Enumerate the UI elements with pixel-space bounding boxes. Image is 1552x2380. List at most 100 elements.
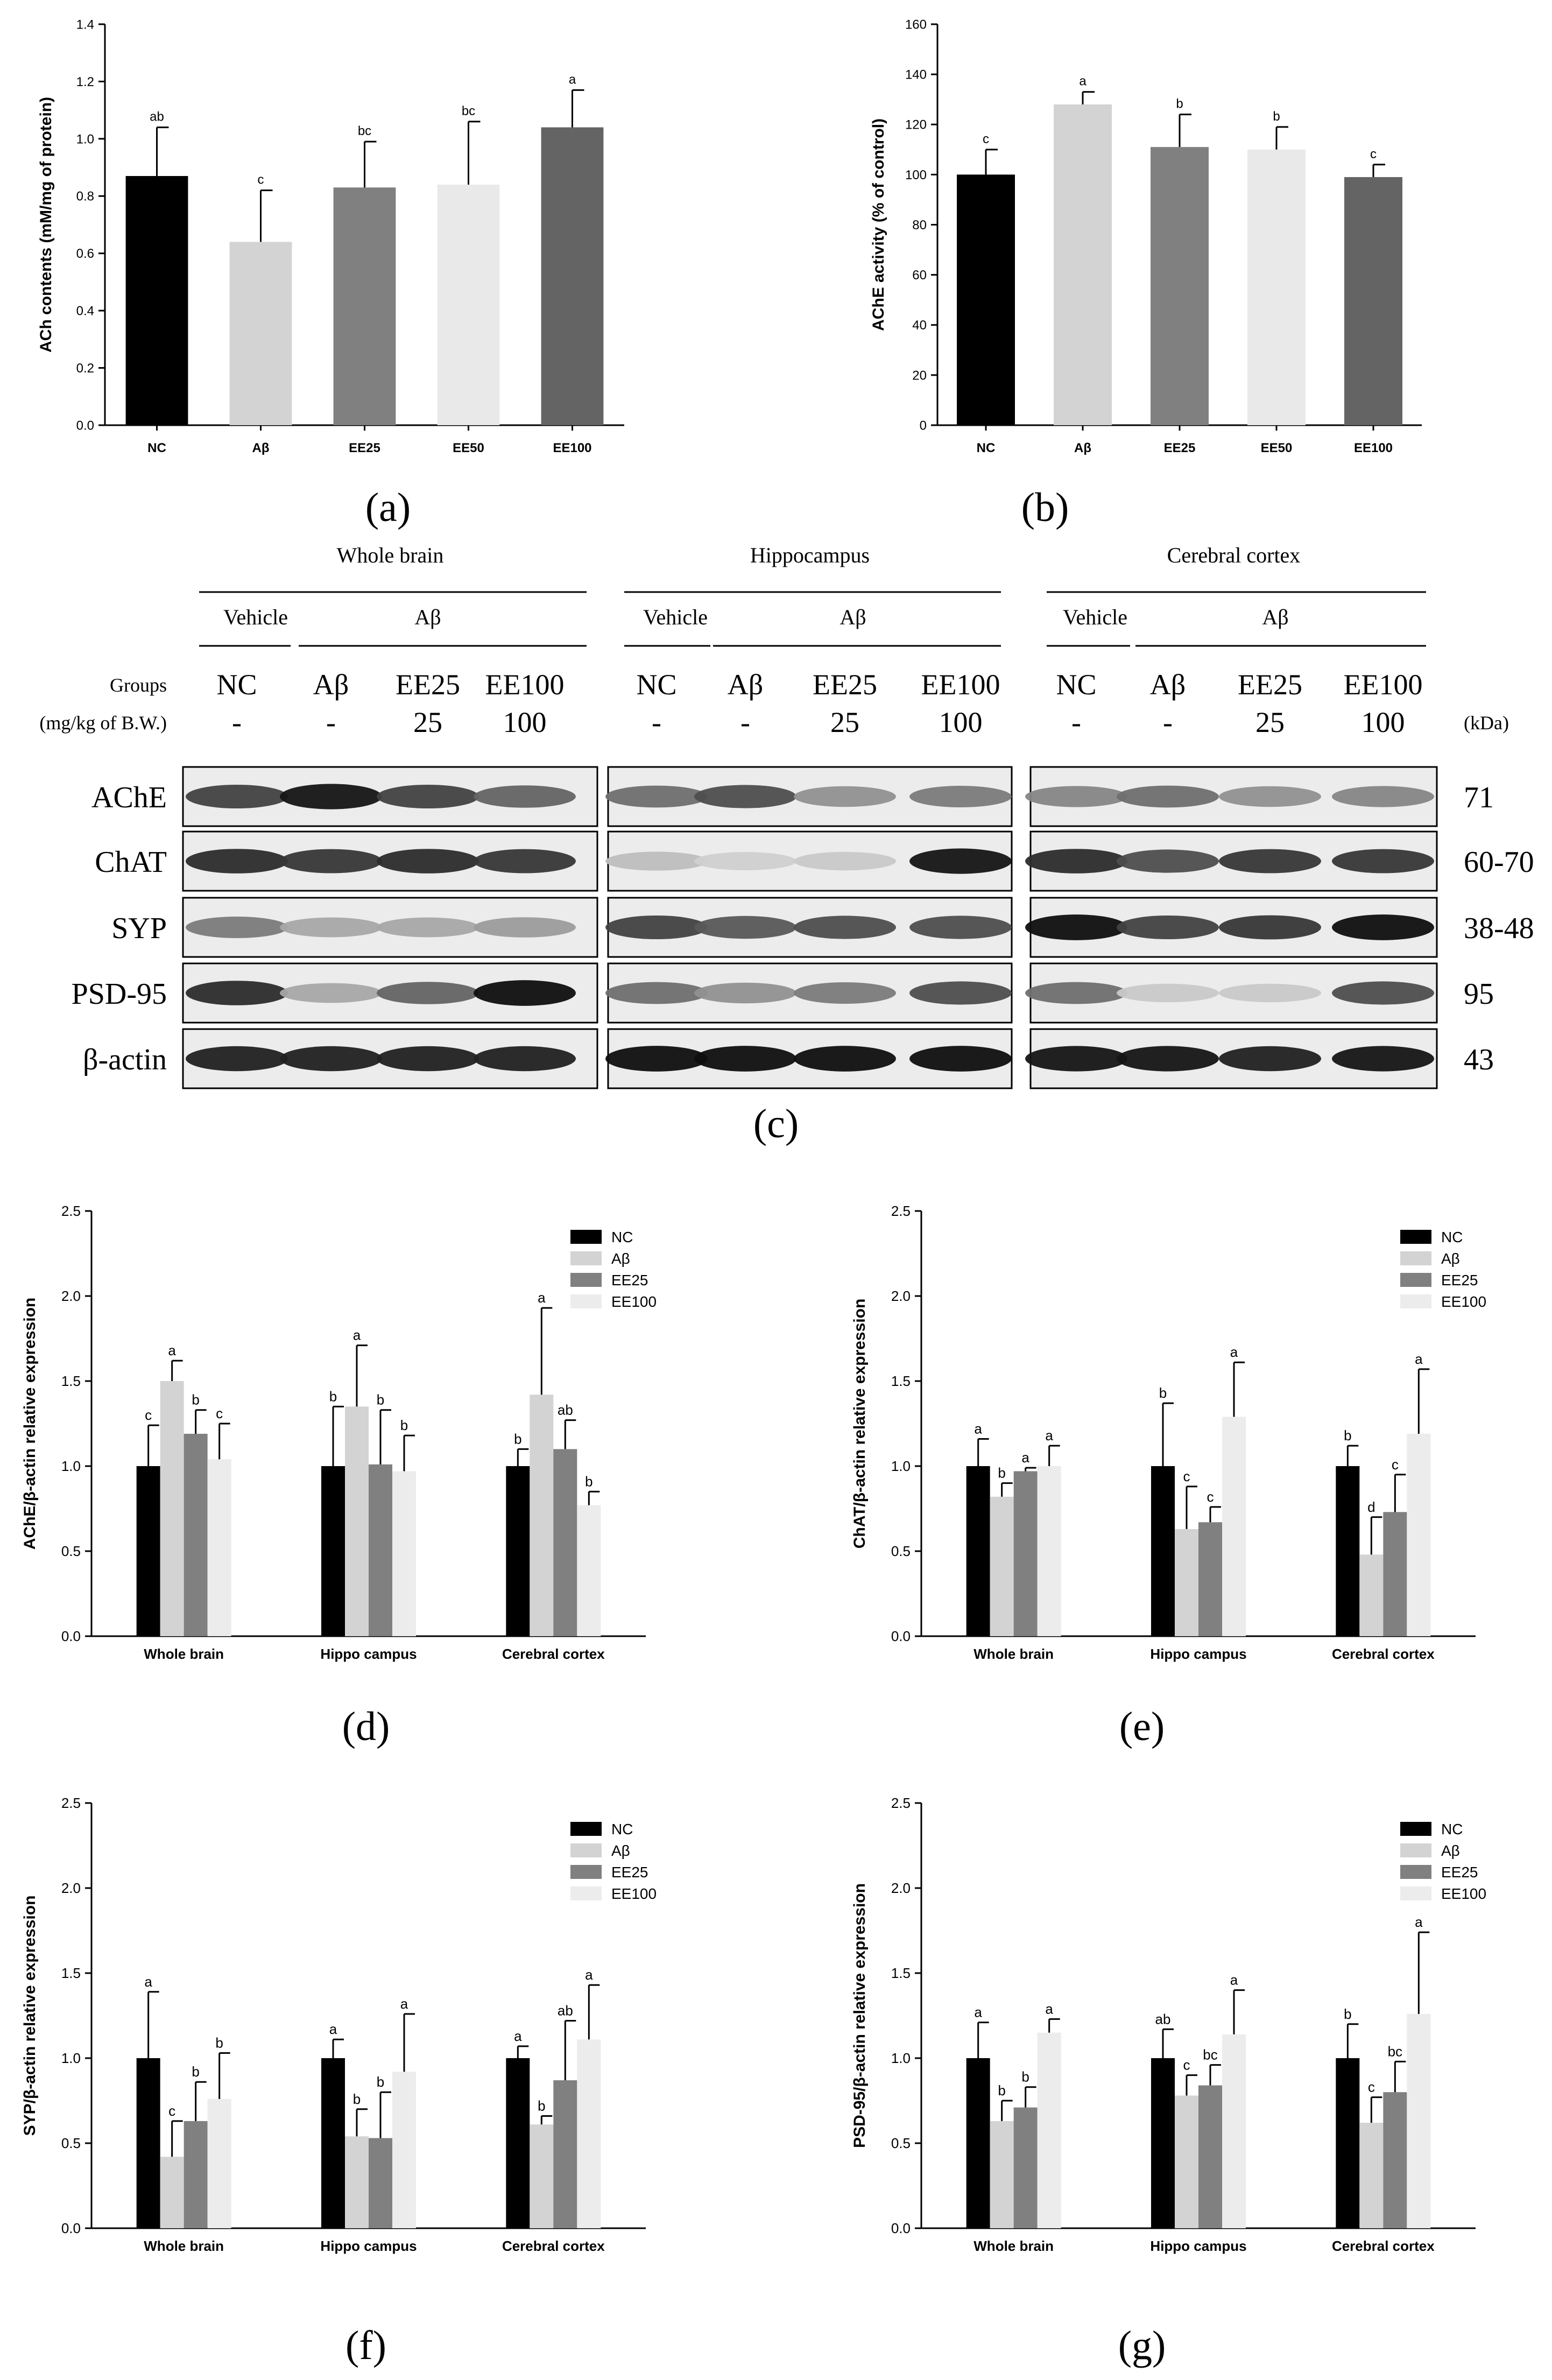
- y-tick-label: 20: [912, 368, 927, 383]
- significance-letter: c: [168, 2103, 175, 2119]
- x-tick-label: Whole brain: [973, 1646, 1054, 1662]
- blot-band-SYP: [280, 917, 382, 938]
- kda-value: 38-48: [1464, 912, 1534, 945]
- bar-NC-Cerebral cortex: [1336, 1466, 1360, 1636]
- significance-letter: c: [258, 173, 264, 187]
- y-axis-label: ChAT/β-actin relative expression: [851, 1299, 869, 1549]
- y-tick-label: 1.0: [891, 2050, 911, 2066]
- bar-EE25-Whole brain: [1013, 1471, 1038, 1636]
- protein-label: β-actin: [83, 1043, 167, 1076]
- chart-f-panel: 0.0 0.5 1.0 1.5 2.0 2.5 SYP/β-actin relative e…: [0, 1782, 776, 2379]
- blot-band-AChE: [186, 785, 288, 808]
- kda-value: 43: [1464, 1043, 1494, 1076]
- y-tick-label: 1.4: [76, 17, 94, 32]
- y-tick-label: 1.0: [76, 132, 94, 146]
- significance-letter: b: [1273, 109, 1280, 124]
- bar-Aβ-Hippo campus: [1175, 2095, 1198, 2228]
- bar-EE100-Whole brain: [207, 1459, 231, 1636]
- x-tick-label: Hippo campus: [1150, 2238, 1246, 2254]
- blot-band-β-actin: [794, 1046, 896, 1072]
- bar-EE100-Cerebral cortex: [577, 2039, 601, 2228]
- significance-letter: c: [145, 1407, 152, 1423]
- y-tick-label: 2.0: [61, 1880, 81, 1896]
- blot-band-SYP: [474, 917, 576, 938]
- y-tick-label: 100: [905, 168, 927, 182]
- blot-band-AChE: [794, 786, 896, 807]
- blot-band-β-actin: [186, 1046, 288, 1072]
- x-tick-label: EE25: [349, 441, 380, 455]
- legend-label: EE25: [611, 1864, 648, 1881]
- significance-letter: c: [1370, 147, 1377, 161]
- blot-band-β-actin: [605, 1046, 708, 1072]
- bar-EE50: [437, 185, 500, 425]
- blot-band-SYP: [1025, 914, 1127, 940]
- bar-EE25-Cerebral cortex: [1383, 2092, 1407, 2228]
- y-tick-label: 1.0: [891, 1458, 911, 1474]
- legend: NC Aβ EE25 EE100: [570, 1821, 657, 1902]
- blot-band-PSD-95: [186, 981, 288, 1005]
- x-tick-label: NC: [977, 441, 996, 455]
- significance-letter: a: [585, 1967, 593, 1983]
- blot-band-SYP: [1219, 915, 1321, 940]
- bar-EE25-Cerebral cortex: [1383, 1512, 1407, 1636]
- legend-label: Aβ: [611, 1250, 630, 1267]
- bar-EE100-Hippo campus: [1222, 2034, 1246, 2228]
- legend-swatch-EE100: [570, 1294, 602, 1308]
- bar-Aβ-Cerebral cortex: [1359, 1554, 1384, 1636]
- groups-label: Groups: [110, 674, 167, 696]
- bar-EE100: [541, 127, 604, 426]
- bar-EE25-Whole brain: [1013, 2107, 1038, 2228]
- ab-label: Aβ: [840, 605, 866, 629]
- chart-g-svg: 0.0 0.5 1.0 1.5 2.0 2.5 PSD-95/β-actin relativ…: [851, 1795, 1486, 2254]
- y-tick-label: 0.4: [76, 304, 94, 319]
- significance-letter: ab: [150, 110, 164, 124]
- legend-swatch-Aβ: [570, 1251, 602, 1265]
- x-tick-label: NC: [147, 441, 166, 455]
- y-tick-label: 0.0: [76, 418, 94, 433]
- blot-band-PSD-95: [1332, 981, 1434, 1005]
- legend-swatch-EE25: [570, 1273, 602, 1287]
- bar-EE100-Whole brain: [207, 2099, 231, 2228]
- y-axis-label: ACh contents (mM/mg of protein): [37, 97, 55, 353]
- bar-EE100-Hippo campus: [392, 1471, 416, 1636]
- bar-NC: [957, 174, 1015, 425]
- significance-letter: b: [192, 2064, 199, 2080]
- bar-Aβ-Hippo campus: [1175, 1529, 1198, 1636]
- chart-f-svg: 0.0 0.5 1.0 1.5 2.0 2.5 SYP/β-actin relative e…: [21, 1795, 657, 2254]
- significance-letter: a: [1230, 1972, 1238, 1988]
- blot-band-β-actin: [280, 1046, 382, 1072]
- blot-band-SYP: [909, 916, 1012, 939]
- x-tick-label: Cerebral cortex: [1332, 1646, 1435, 1662]
- bar-EE50: [1247, 149, 1306, 425]
- bar-NC-Whole brain: [136, 1466, 160, 1636]
- blot-band-AChE: [605, 785, 708, 808]
- significance-letter: c: [1392, 1456, 1399, 1473]
- group-label: NC: [1056, 668, 1096, 701]
- significance-letter: a: [569, 72, 576, 87]
- panel-label-b: (b): [1021, 485, 1069, 530]
- dose-label: 100: [1361, 706, 1405, 738]
- ab-label: Aβ: [414, 605, 441, 629]
- blot-band-AChE: [1025, 786, 1127, 807]
- blot-band-β-actin: [694, 1046, 796, 1072]
- bar-EE100-Whole brain: [1037, 2032, 1061, 2228]
- y-tick-label: 2.5: [61, 1203, 81, 1219]
- legend-swatch-EE25: [570, 1865, 602, 1879]
- panel-label-e: (e): [1119, 1704, 1165, 1749]
- significance-letter: d: [1367, 1499, 1375, 1515]
- significance-letter: b: [998, 2082, 1005, 2099]
- blot-band-SYP: [186, 917, 288, 938]
- significance-letter: a: [144, 1974, 152, 1990]
- bar-NC-Whole brain: [966, 2058, 990, 2228]
- x-tick-label: EE100: [553, 441, 591, 455]
- bar-Aβ-Cerebral cortex: [530, 2124, 554, 2228]
- bar-EE100-Cerebral cortex: [577, 1505, 601, 1636]
- bar-NC-Whole brain: [966, 1466, 990, 1636]
- y-tick-label: 1.0: [61, 1458, 81, 1474]
- y-tick-label: 0.5: [891, 1543, 911, 1559]
- panel-label-g: (g): [1118, 2323, 1166, 2368]
- x-tick-label: Cerebral cortex: [502, 2238, 605, 2254]
- blot-band-β-actin: [474, 1046, 576, 1072]
- significance-letter: a: [329, 2021, 337, 2037]
- chart-e-panel: 0.0 0.5 1.0 1.5 2.0 2.5 ChAT/β-actin relative …: [776, 1184, 1552, 1765]
